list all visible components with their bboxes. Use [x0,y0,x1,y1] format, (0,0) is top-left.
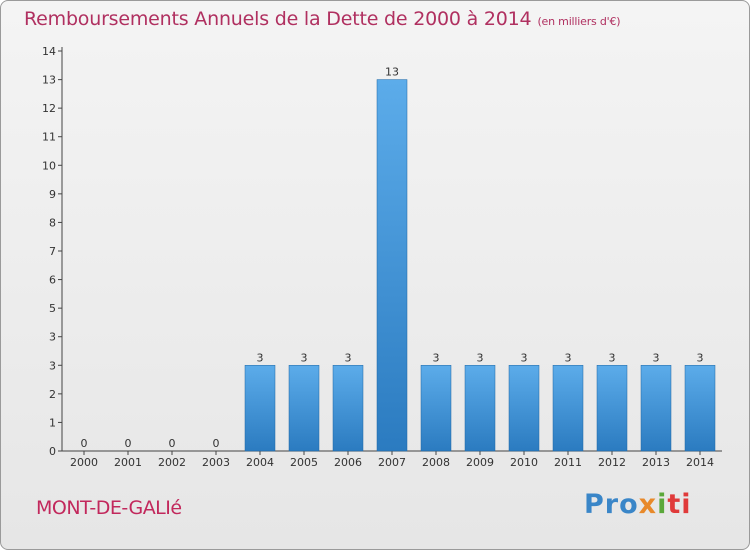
bar-series: 0 0 0 0 3 3 3 13 3 3 3 3 3 3 3 [81,66,716,452]
y-tick-label: 3 [49,331,56,344]
y-tick-label: 1 [49,416,56,429]
x-tick-label: 2003 [202,456,230,469]
y-tick-label: 8 [49,216,56,229]
bar [244,365,276,452]
bar [420,365,452,452]
bar [596,365,628,452]
commune-name: MONT-DE-GALIé [36,497,182,519]
data-label: 0 [81,437,88,450]
y-tick-label: 7 [49,245,56,258]
data-label: 3 [433,351,440,364]
y-tick-label: 5 [49,302,56,315]
y-tick-label: 14 [42,45,56,58]
bar [640,365,672,452]
x-tick-label: 2006 [334,456,362,469]
x-tick-label: 2007 [378,456,406,469]
bar [288,365,320,452]
proxiti-logo: Proxiti [584,489,692,520]
y-tick-label: 10 [42,159,56,172]
y-tick-label: 6 [49,274,56,287]
x-tick-label: 2009 [466,456,494,469]
data-label: 3 [697,351,704,364]
x-axis: 2000 2001 2002 2003 2004 2005 2006 2007 2008 2009… [62,450,722,469]
data-label: 3 [345,351,352,364]
data-label: 3 [521,351,528,364]
data-label: 0 [169,437,176,450]
data-label: 3 [301,351,308,364]
y-tick-label: 11 [42,131,56,144]
data-label: 13 [385,66,399,79]
y-tick-label: 3 [49,359,56,372]
x-tick-label: 2010 [510,456,538,469]
bar [464,365,496,452]
x-tick-label: 2004 [246,456,274,469]
data-label: 0 [125,437,132,450]
x-tick-label: 2014 [686,456,714,469]
data-label: 3 [565,351,572,364]
x-tick-label: 2013 [642,456,670,469]
y-tick-label: 12 [42,102,56,115]
x-tick-label: 2005 [290,456,318,469]
data-label: 3 [653,351,660,364]
data-label: 3 [257,351,264,364]
bar [508,365,540,452]
x-tick-label: 2011 [554,456,582,469]
x-tick-label: 2001 [114,456,142,469]
y-tick-label: 9 [49,188,56,201]
chart-title-main: Remboursements Annuels de la Dette de 20… [24,8,532,30]
data-label: 0 [213,437,220,450]
data-label: 3 [477,351,484,364]
x-tick-label: 2008 [422,456,450,469]
x-tick-label: 2002 [158,456,186,469]
data-label: 3 [609,351,616,364]
bar [684,365,716,452]
bar [332,365,364,452]
x-tick-label: 2000 [70,456,98,469]
y-tick-label: 0 [49,445,56,458]
y-tick-label: 2 [49,388,56,401]
bar [552,365,584,452]
chart-title: Remboursements Annuels de la Dette de 20… [24,8,621,30]
y-tick-label: 13 [42,74,56,87]
x-tick-label: 2012 [598,456,626,469]
chart-title-unit: (en milliers d'€) [537,15,621,28]
bar [376,79,408,452]
